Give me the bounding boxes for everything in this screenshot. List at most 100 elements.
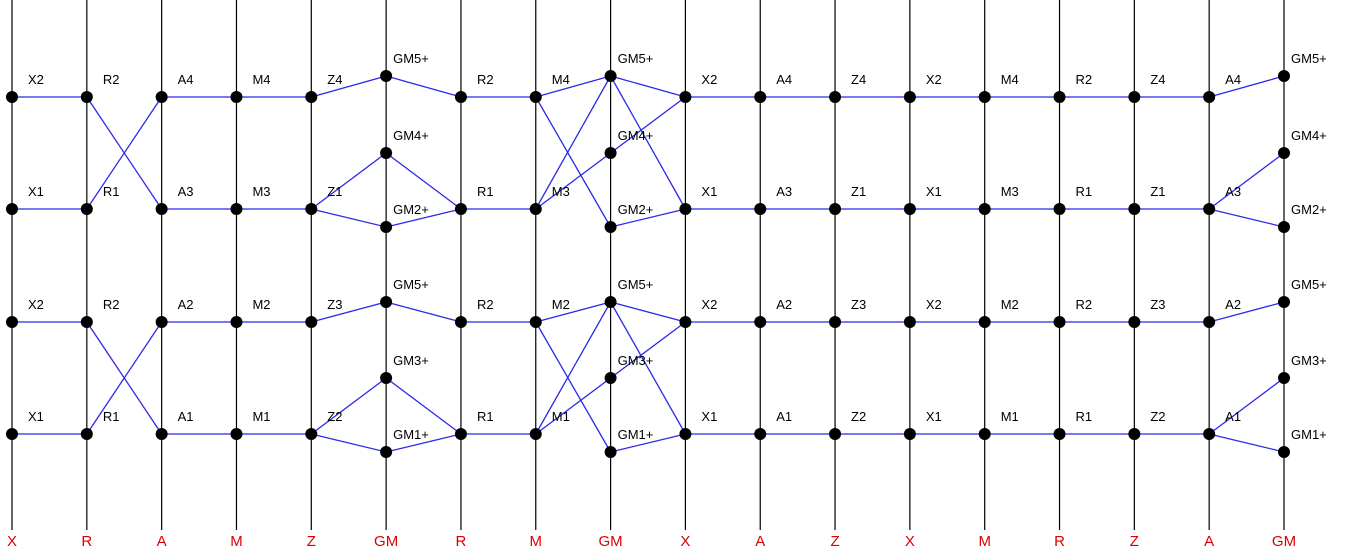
node-c4-Z1 [305,203,318,215]
node-label-c0-X1b: X1 [28,409,44,424]
node-c1-R1b [80,428,93,440]
node-label-c0-X2a: X2 [28,72,44,87]
node-c5-GM4 [380,147,393,159]
node-label-c13-M4: M4 [1001,72,1019,87]
node-c0-X2b [6,316,18,328]
edge-c7-M2-c8-GM5b [535,301,611,323]
node-c9-X2a [679,91,692,103]
node-label-c9-X1a: X1 [701,184,717,199]
node-c11-Z1 [829,203,842,215]
node-c5-GM5b [380,296,393,308]
axis-label-1: R [81,533,92,550]
edge-c7-M4-c8-GM5a [535,75,611,98]
node-label-c11-Z3: Z3 [851,297,866,312]
connection-edges [12,75,1285,453]
node-c1-R2a [80,91,93,103]
edge-c5-GM5a-c6-R2a [385,75,462,98]
node-c8-GM2 [604,221,617,233]
edge-c5-GM3-c6-R1b [385,377,462,435]
node-c1-R1a [80,203,93,215]
node-label-c2-A3: A3 [178,184,194,199]
node-c16-A2 [1203,316,1216,328]
node-c9-X1a [679,203,692,215]
node-label-c4-Z3: Z3 [327,297,342,312]
node-label-c12-X1b: X1 [926,409,942,424]
node-c5-GM2 [380,221,393,233]
axis-label-10: A [755,533,765,550]
node-label-c16-A4: A4 [1225,72,1241,87]
node-c10-A4 [754,91,767,103]
node-label-c17-GM5b: GM5+ [1291,277,1327,292]
edge-c8-GM5a-c9-X2a [610,75,686,98]
node-label-c8-GM5a: GM5+ [618,51,654,66]
axis-label-3: M [230,533,243,550]
node-c10-A2 [754,316,767,328]
axis-label-17: GM [1272,533,1296,550]
edge-c1-R1a-c2-A4 [86,96,163,210]
node-label-c5-GM5b: GM5+ [393,277,429,292]
node-c13-M4 [978,91,991,103]
edge-c1-R1b-c2-A2 [86,321,163,435]
node-label-c10-A2: A2 [776,297,792,312]
axis-label-12: X [905,533,915,550]
node-c3-M1 [230,428,243,440]
node-label-c13-M1: M1 [1001,409,1019,424]
node-c17-GM1 [1278,446,1290,458]
edge-c4-Z4-c5-GM5a [311,75,387,98]
node-c2-A4 [155,91,168,103]
node-label-c8-GM3: GM3+ [618,353,654,368]
node-c7-M1 [529,428,542,440]
node-label-c2-A4: A4 [178,72,194,87]
node-label-c8-GM2: GM2+ [618,202,654,217]
edge-c5-GM5b-c6-R2b [385,301,462,323]
node-label-c10-A1: A1 [776,409,792,424]
axis-label-15: Z [1130,533,1139,550]
node-c12-X1a [903,203,916,215]
node-label-c15-Z4: Z4 [1150,72,1165,87]
axis-label-6: R [456,533,467,550]
node-label-c17-GM2: GM2+ [1291,202,1327,217]
node-label-c15-Z2: Z2 [1150,409,1165,424]
node-c8-GM5b [604,296,617,308]
axis-labels: X R A M Z GM R M GM X A Z X M R Z A GM [7,533,1296,550]
node-label-c11-Z4: Z4 [851,72,866,87]
node-label-c10-A3: A3 [776,184,792,199]
node-c7-M4 [529,91,542,103]
node-c17-GM3 [1278,372,1290,384]
node-label-c14-R1a: R1 [1076,184,1093,199]
node-c15-Z2 [1128,428,1141,440]
node-c3-M3 [230,203,243,215]
node-c14-R1b [1053,428,1066,440]
node-label-c7-M3: M3 [552,184,570,199]
node-c15-Z3 [1128,316,1141,328]
node-c17-GM5b [1278,296,1290,308]
node-c16-A4 [1203,91,1216,103]
node-c16-A3 [1203,203,1216,215]
node-c6-R2b [454,316,467,328]
node-label-c8-GM1: GM1+ [618,427,654,442]
diagram-nodes [6,70,1290,458]
node-c3-M4 [230,91,243,103]
node-label-c6-R2b: R2 [477,297,494,312]
node-label-c6-R2a: R2 [477,72,494,87]
node-label-c0-X1a: X1 [28,184,44,199]
node-label-c12-X2a: X2 [926,72,942,87]
node-label-c5-GM2: GM2+ [393,202,429,217]
axis-label-13: M [978,533,991,550]
edge-c8-GM5b-c9-X1b [610,301,686,435]
node-c3-M2 [230,316,243,328]
edge-c8-GM5b-c9-X2b [610,301,686,323]
node-label-c16-A1: A1 [1225,409,1241,424]
node-labels: X2 X1 R2 R1 A4 A3 M4 M3 Z4 Z1 GM5+ GM4+ GM2+ R2 R1 M4 M3… [28,51,1327,442]
node-c8-GM3 [604,372,617,384]
node-c8-GM5a [604,70,617,82]
node-label-c4-Z4: Z4 [327,72,342,87]
edge-c5-GM2-c6-R1a [385,208,462,228]
node-label-c14-R1b: R1 [1076,409,1093,424]
node-label-c4-Z2: Z2 [327,409,342,424]
node-c17-GM5a [1278,70,1290,82]
node-label-c16-A3: A3 [1225,184,1241,199]
node-label-c0-X2b: X2 [28,297,44,312]
node-label-c7-M4: M4 [552,72,570,87]
node-label-c12-X1a: X1 [926,184,942,199]
